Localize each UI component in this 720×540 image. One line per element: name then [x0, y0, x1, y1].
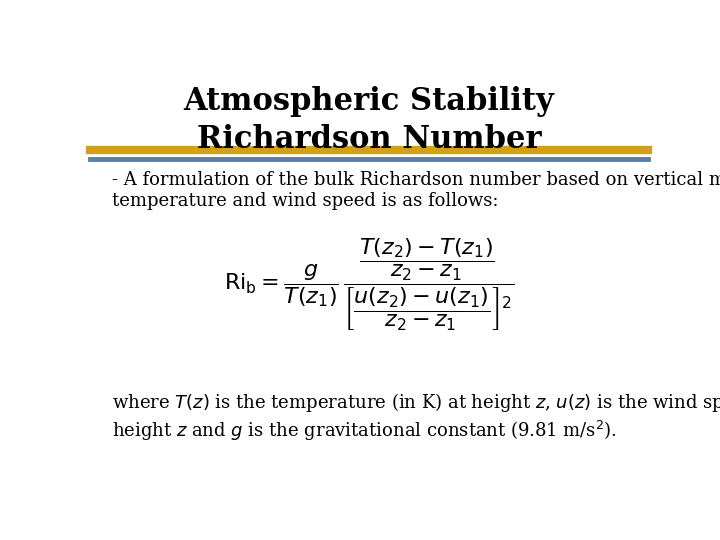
Text: temperature and wind speed is as follows:: temperature and wind speed is as follows… — [112, 192, 499, 210]
Text: height $z$ and $g$ is the gravitational constant (9.81 m/s$^2$).: height $z$ and $g$ is the gravitational … — [112, 419, 617, 443]
Text: Atmospheric Stability
Richardson Number: Atmospheric Stability Richardson Number — [184, 85, 554, 155]
Text: where $T(z)$ is the temperature (in K) at height $z$, $u(z)$ is the wind speed (: where $T(z)$ is the temperature (in K) a… — [112, 391, 720, 414]
Text: $\mathrm{Ri_b} = \dfrac{g}{T(z_1)}\,\dfrac{\dfrac{T(z_2)-T(z_1)}{z_2-z_1}}{\left: $\mathrm{Ri_b} = \dfrac{g}{T(z_1)}\,\dfr… — [224, 237, 514, 333]
Text: - A formulation of the bulk Richardson number based on vertical measurements of: - A formulation of the bulk Richardson n… — [112, 171, 720, 189]
